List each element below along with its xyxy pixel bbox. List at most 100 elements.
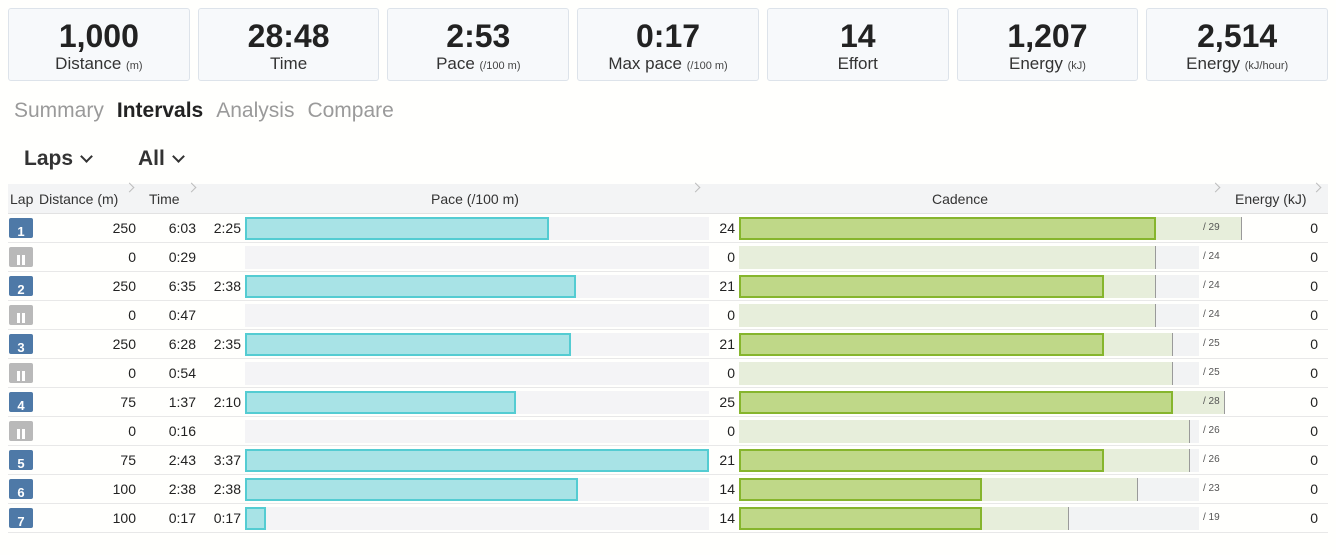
header-cadence[interactable]: Cadence <box>932 191 989 207</box>
pace-bar <box>245 449 709 472</box>
pause-icon <box>16 313 26 323</box>
cadence-bar-track <box>739 304 1199 327</box>
stat-unit: (/100 m) <box>479 60 521 72</box>
pace-bar <box>245 391 516 414</box>
table-row[interactable]: 0 0:47 0 / 24 0 <box>8 301 1328 330</box>
energy-cell: 0 <box>1310 423 1318 439</box>
cadence-max: / 26 <box>1203 425 1220 436</box>
chevron-down-icon <box>80 150 93 163</box>
pace-bar-track <box>245 246 709 269</box>
cadence-max: / 25 <box>1203 338 1220 349</box>
chevron-right-icon <box>1311 182 1322 193</box>
pace-value: 0:17 <box>213 510 241 526</box>
table-body: 1 250 6:03 2:25 24/ 29 0 0 0:29 0/ 24 0 2 250 6:35 2:… <box>8 214 1328 533</box>
energy-cell: 0 <box>1310 220 1318 236</box>
cadence-bar-track <box>739 507 1199 530</box>
pace-value: 2:38 <box>213 278 241 294</box>
cadence-bar <box>739 217 1156 240</box>
distance-cell: 250 <box>112 278 136 294</box>
pace-bar-track <box>245 449 709 472</box>
stat-label: Effort <box>837 54 878 73</box>
energy-cell: 0 <box>1310 394 1318 410</box>
header-distance[interactable]: Distance (m) <box>39 191 119 207</box>
cadence-value: 0 <box>727 307 735 323</box>
energy-cell: 0 <box>1310 336 1318 352</box>
header-lap[interactable]: Lap <box>10 191 34 207</box>
table-row[interactable]: 0 0:16 0 / 26 0 <box>8 417 1328 446</box>
pace-bar-track <box>245 362 709 385</box>
stat-label: Energy <box>1186 54 1241 73</box>
rest-badge <box>9 247 33 267</box>
rest-badge <box>9 421 33 441</box>
header-energy[interactable]: Energy (kJ) <box>1235 191 1307 207</box>
time-cell: 0:29 <box>168 249 196 265</box>
pause-icon <box>16 429 26 439</box>
table-row[interactable]: 3 250 6:28 2:35 21 / 25 0 <box>8 330 1328 359</box>
energy-cell: 0 <box>1310 249 1318 265</box>
cadence-max-bar <box>739 362 1173 385</box>
cadence-bar <box>739 333 1104 356</box>
stat-distance: 1,000 Distance (m) <box>8 8 190 81</box>
time-cell: 2:43 <box>168 452 196 468</box>
energy-cell: 0 <box>1310 510 1318 526</box>
pace-bar <box>245 507 266 530</box>
time-cell: 0:54 <box>168 365 196 381</box>
table-row[interactable]: 1 250 6:03 2:25 24 / 29 0 <box>8 214 1328 243</box>
distance-cell: 100 <box>112 481 136 497</box>
chevron-down-icon <box>171 150 185 163</box>
table-row[interactable]: 5 75 2:43 3:37 21 / 26 0 <box>8 446 1328 475</box>
header-pace[interactable]: Pace (/100 m) <box>431 191 519 207</box>
cadence-bar <box>739 449 1104 472</box>
stats-bar: 1,000 Distance (m) 28:48 Time 2:53 Pace … <box>8 8 1329 81</box>
lap-number-badge: 6 <box>9 479 33 500</box>
pace-bar-track <box>245 478 709 501</box>
cadence-max: / 23 <box>1203 483 1220 494</box>
stat-value: 1,000 <box>58 18 139 54</box>
lap-number-badge: 5 <box>9 450 33 471</box>
cadence-bar <box>739 507 982 530</box>
table-row[interactable]: 2 250 6:35 2:38 21 / 24 0 <box>8 272 1328 301</box>
tab-intervals[interactable]: Intervals <box>116 99 204 122</box>
cadence-value: 0 <box>727 365 735 381</box>
stat-value: 1,207 <box>1007 18 1088 54</box>
table-row[interactable]: 0 0:54 0 / 25 0 <box>8 359 1328 388</box>
chevron-right-icon <box>186 182 197 193</box>
stat-energy-rate: 2,514 Energy (kJ/hour) <box>1146 8 1329 81</box>
header-time[interactable]: Time <box>149 191 180 207</box>
pace-bar-track <box>245 275 709 298</box>
tab-summary[interactable]: Summary <box>14 99 104 122</box>
pace-bar-track <box>245 304 709 327</box>
tab-compare[interactable]: Compare <box>307 99 394 122</box>
pace-bar-track <box>245 333 709 356</box>
cadence-max-bar <box>739 420 1190 443</box>
cadence-value: 14 <box>719 510 735 526</box>
pause-icon <box>16 371 26 381</box>
split-dropdown[interactable]: Laps <box>24 146 93 172</box>
cadence-max: / 24 <box>1203 251 1220 262</box>
cadence-bar-track <box>739 275 1199 298</box>
cadence-bar-track <box>739 391 1225 414</box>
pace-value: 2:38 <box>213 481 241 497</box>
pace-value: 3:37 <box>213 452 241 468</box>
intervals-table: Lap Distance (m) Time Pace (/100 m) Cade… <box>8 182 1328 533</box>
stat-label: Pace <box>436 54 475 73</box>
tab-analysis[interactable]: Analysis <box>216 99 295 122</box>
cadence-max: / 28 <box>1203 396 1220 407</box>
distance-cell: 0 <box>128 307 136 323</box>
filter-dropdown[interactable]: All <box>138 146 185 172</box>
time-cell: 6:28 <box>168 336 196 352</box>
pace-bar-track <box>245 507 709 530</box>
lap-number-badge: 7 <box>9 508 33 529</box>
lap-number-badge: 4 <box>9 392 33 413</box>
pace-bar <box>245 478 578 501</box>
pace-bar <box>245 217 549 240</box>
table-row[interactable]: 4 75 1:37 2:10 25 / 28 0 <box>8 388 1328 417</box>
table-row[interactable]: 0 0:29 0 / 24 0 <box>8 243 1328 272</box>
table-row[interactable]: 6 100 2:38 2:38 14 / 23 0 <box>8 475 1328 504</box>
stat-time: 28:48 Time <box>197 8 380 81</box>
lap-number-badge: 3 <box>9 334 33 355</box>
stat-energy: 1,207 Energy (kJ) <box>956 8 1139 81</box>
table-row[interactable]: 7 100 0:17 0:17 14 / 19 0 <box>8 504 1328 533</box>
time-cell: 1:37 <box>168 394 196 410</box>
lap-number-badge: 1 <box>9 218 33 239</box>
